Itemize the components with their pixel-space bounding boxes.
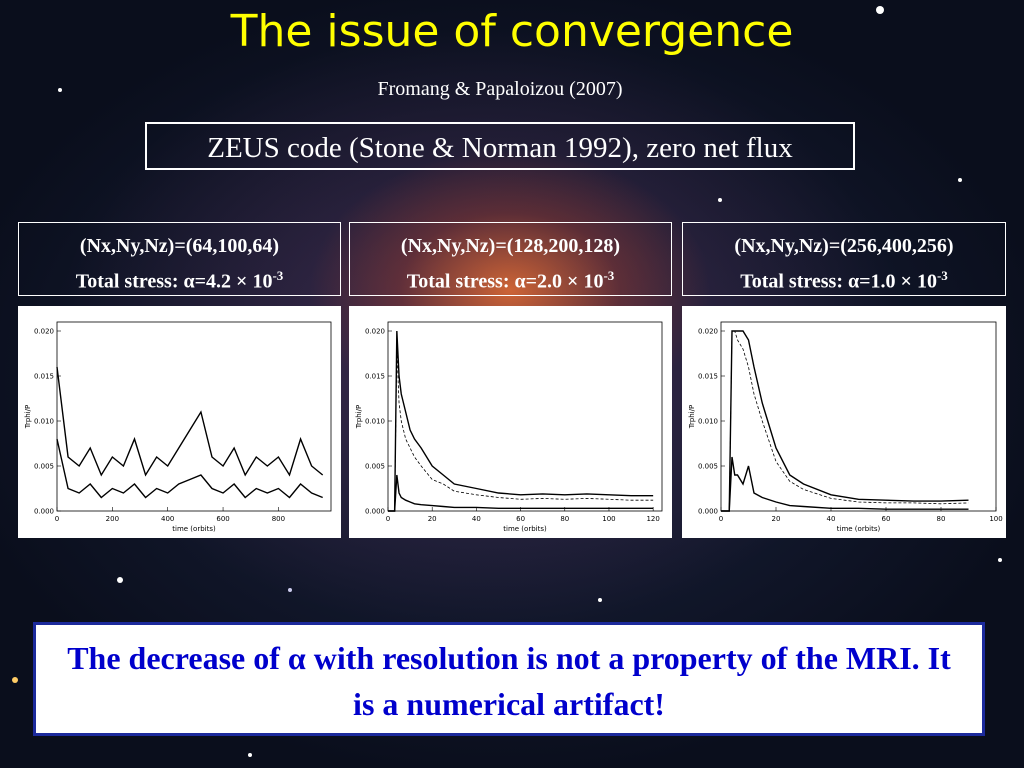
resolution-label: (Nx,Ny,Nz)=(256,400,256) Total stress: α=…	[682, 222, 1006, 296]
x-tick-label: 80	[937, 515, 946, 523]
conclusion: The decrease of α with resolution is not…	[33, 622, 985, 736]
y-tick-label: 0.015	[365, 373, 385, 381]
x-axis-label: time (orbits)	[837, 525, 881, 533]
resolution-label: (Nx,Ny,Nz)=(128,200,128) Total stress: α=…	[349, 222, 672, 296]
y-tick-label: 0.005	[698, 463, 718, 471]
y-tick-label: 0.005	[365, 463, 385, 471]
chart: 0.000 0.005 0.010 0.015 0.020 0 20 40 60 80 100 tim…	[682, 306, 1006, 538]
series-line	[721, 330, 969, 512]
y-tick-label: 0.020	[34, 328, 54, 336]
subtitle: Fromang & Papaloizou (2007)	[377, 78, 623, 100]
x-tick-label: 120	[646, 515, 659, 523]
stress: Total stress: α=1.0 × 10	[740, 270, 937, 293]
series-line	[56, 366, 324, 477]
chart: 0.000 0.005 0.010 0.015 0.020 0 20 40 60 80 100 120…	[349, 306, 672, 538]
series-line	[388, 348, 654, 512]
title: The issue of convergence	[230, 6, 794, 57]
x-tick-label: 20	[428, 515, 437, 523]
plot-frame	[56, 321, 332, 512]
x-tick-label: 800	[272, 515, 285, 523]
x-axis-label: time (orbits)	[503, 525, 547, 533]
x-tick-label: 40	[827, 515, 836, 523]
x-tick-label: 0	[719, 515, 723, 523]
y-tick-label: 0.010	[698, 418, 718, 426]
y-axis-label: Trphi/P	[24, 405, 32, 430]
stress-line: Total stress: α=2.0 × 10-3	[350, 261, 671, 297]
x-tick-label: 60	[516, 515, 525, 523]
plot-frame	[387, 321, 663, 512]
x-tick-label: 600	[216, 515, 229, 523]
plot-frame	[720, 321, 997, 512]
x-axis-label: time (orbits)	[172, 525, 216, 533]
y-axis-label: Trphi/P	[355, 405, 363, 430]
series-line	[721, 330, 969, 512]
resolution: (Nx,Ny,Nz)=(128,200,128)	[400, 235, 621, 257]
stress-line: Total stress: α=1.0 × 10-3	[683, 261, 1005, 297]
x-tick-label: 0	[55, 515, 59, 523]
series-line	[388, 474, 654, 512]
exponent: -3	[272, 268, 284, 283]
y-tick-label: 0.000	[365, 508, 385, 516]
y-tick-label: 0.015	[34, 373, 54, 381]
resolution: (Nx,Ny,Nz)=(64,100,64)	[79, 235, 280, 257]
x-tick-label: 40	[472, 515, 481, 523]
x-tick-label: 60	[882, 515, 891, 523]
series-line	[721, 456, 969, 512]
resolution-label: (Nx,Ny,Nz)=(64,100,64) Total stress: α=4.…	[18, 222, 341, 296]
stress-line: Total stress: α=4.2 × 10-3	[19, 261, 340, 297]
stress: Total stress: α=4.2 × 10	[75, 270, 273, 293]
y-tick-label: 0.010	[365, 418, 385, 426]
x-tick-label: 0	[386, 515, 390, 523]
series-line	[388, 330, 654, 512]
exponent: -3	[936, 268, 948, 283]
x-tick-label: 80	[560, 515, 569, 523]
x-tick-label: 100	[989, 515, 1002, 523]
exponent: -3	[603, 268, 615, 283]
y-tick-label: 0.020	[698, 328, 718, 336]
x-tick-label: 100	[602, 515, 615, 523]
y-tick-label: 0.000	[698, 508, 718, 516]
y-tick-label: 0.005	[34, 463, 54, 471]
y-tick-label: 0.000	[34, 508, 54, 516]
y-tick-label: 0.015	[698, 373, 718, 381]
code-box: ZEUS code (Stone & Norman 1992), zero ne…	[145, 122, 855, 170]
x-tick-label: 200	[106, 515, 119, 523]
stress: Total stress: α=2.0 × 10	[406, 270, 604, 293]
y-tick-label: 0.020	[365, 328, 385, 336]
series-line	[56, 438, 323, 499]
y-tick-label: 0.010	[34, 418, 54, 426]
x-tick-label: 20	[772, 515, 781, 523]
x-tick-label: 400	[161, 515, 174, 523]
resolution: (Nx,Ny,Nz)=(256,400,256)	[734, 235, 954, 257]
y-axis-label: Trphi/P	[688, 405, 696, 430]
chart: 0.000 0.005 0.010 0.015 0.020 0 200 400 600 800 ti…	[18, 306, 341, 538]
